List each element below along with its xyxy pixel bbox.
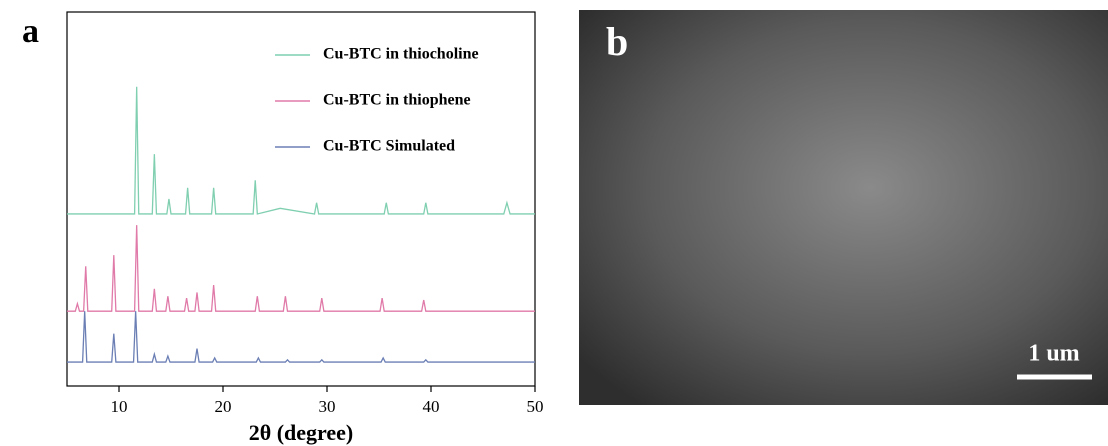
- x-tick-label: 30: [319, 397, 336, 416]
- legend-label: Cu-BTC in thiophene: [323, 92, 471, 109]
- scale-bar-label: 1 um: [1028, 341, 1079, 367]
- x-tick-label: 50: [527, 397, 544, 416]
- panel-label: a: [22, 13, 39, 50]
- panel-label: b: [606, 19, 628, 64]
- x-tick-label: 10: [111, 397, 128, 416]
- legend-label: Cu-BTC in thiocholine: [323, 46, 479, 63]
- plot-frame: [67, 12, 535, 386]
- x-axis-label: 2θ (degree): [249, 420, 354, 445]
- figure: a 2θ (degree) b 1 um 10 20 30 40 50 Cu-BTC in…: [0, 0, 1108, 446]
- legend-label: Cu-BTC Simulated: [323, 138, 455, 155]
- series-line: [67, 225, 535, 311]
- series-line: [67, 311, 535, 362]
- x-tick-label: 20: [215, 397, 232, 416]
- x-tick-label: 40: [423, 397, 440, 416]
